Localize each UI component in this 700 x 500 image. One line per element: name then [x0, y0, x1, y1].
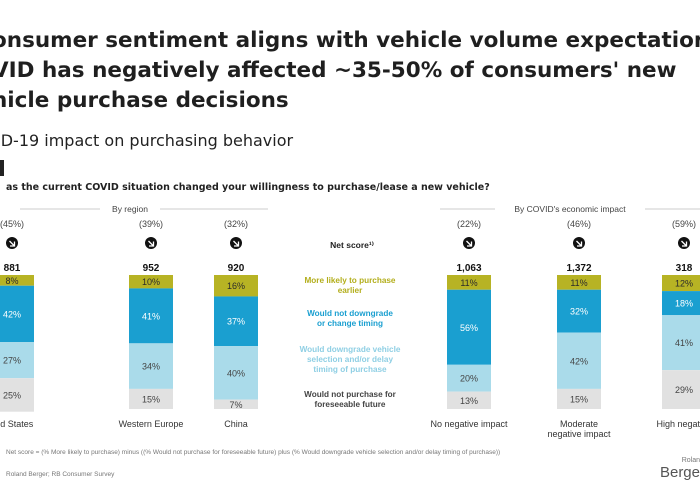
sample-size: 1,063 [456, 263, 481, 274]
net-score-value: (32%) [224, 219, 248, 229]
net-score-value: (39%) [139, 219, 163, 229]
down-arrow-glyph [466, 240, 473, 247]
sample-size: 952 [143, 263, 160, 274]
bar-segment [129, 275, 173, 289]
net-score-value: (22%) [457, 219, 481, 229]
category-label: China [224, 419, 248, 429]
sample-size: 318 [676, 263, 693, 274]
bar-value-label: 8% [5, 276, 18, 286]
title-line-3: hicle purchase decisions [0, 88, 289, 113]
bar-segment [129, 388, 173, 409]
bar-segment [447, 275, 491, 290]
bar-segment [557, 332, 601, 389]
legend-label: foreseeable future [315, 400, 386, 409]
bar-segment [447, 364, 491, 392]
bar-segment [662, 291, 700, 316]
bar-segment [557, 388, 601, 409]
bar-segment [214, 296, 258, 347]
brand-name: Berge [659, 464, 700, 481]
sample-size: 920 [228, 263, 245, 274]
legend-label: or change timing [317, 319, 383, 328]
down-arrow-glyph [576, 240, 583, 247]
survey-question: as the current COVID situation changed y… [6, 182, 490, 193]
category-label: negative impact [547, 429, 611, 439]
down-arrow-glyph [9, 240, 16, 247]
sample-size: 1,372 [566, 263, 591, 274]
group-label-region: By region [112, 204, 148, 214]
bar-segment [214, 399, 258, 409]
category-label: High negative [656, 419, 700, 429]
bar-segment [557, 289, 601, 333]
category-label: No negative impact [430, 419, 508, 429]
category-label: Western Europe [119, 419, 184, 429]
bar-value-label: 12% [675, 279, 693, 289]
bar-value-label: 40% [227, 368, 245, 378]
bar-value-label: 15% [570, 394, 588, 404]
legend-label: timing of purchase [313, 365, 387, 374]
net-score-value: (46%) [567, 219, 591, 229]
bar-value-label: 11% [570, 278, 587, 288]
title-line-2: VID has negatively affected ~35-50% of c… [0, 58, 677, 83]
bar-segment [0, 342, 34, 379]
net-score-value: (45%) [0, 219, 24, 229]
legend-label: selection and/or delay [307, 355, 393, 364]
legend-label: Would not downgrade [307, 309, 393, 318]
bar-segment [662, 370, 700, 409]
bar-value-label: 29% [675, 385, 693, 395]
net-score-value: (59%) [672, 219, 696, 229]
bar-segment [662, 275, 700, 292]
down-arrow-glyph [681, 240, 688, 247]
bar-value-label: 37% [227, 317, 245, 327]
brand-small: Rolan [681, 457, 700, 464]
legend-label: earlier [338, 286, 363, 295]
net-score-label: Net score¹⁾ [330, 240, 374, 250]
down-arrow-glyph [148, 240, 155, 247]
bar-segment [129, 343, 173, 389]
bar-segment [0, 285, 34, 342]
title-line-1: onsumer sentiment aligns with vehicle vo… [0, 28, 700, 53]
group-label-impact: By COVID's economic impact [514, 204, 626, 214]
bar-segment [0, 378, 34, 412]
category-label: ited States [0, 419, 34, 429]
bar-segment [214, 346, 258, 400]
bar-value-label: 11% [460, 278, 477, 288]
down-arrow-glyph [233, 240, 240, 247]
bar-value-label: 42% [570, 356, 588, 366]
bar-value-label: 7% [229, 400, 242, 410]
bar-segment [129, 288, 173, 344]
legend-label: More likely to purchase [304, 276, 395, 285]
bar-value-label: 32% [570, 307, 588, 317]
bar-segment [0, 275, 34, 286]
bar-value-label: 15% [142, 394, 160, 404]
bar-segment [447, 289, 491, 365]
bar-value-label: 41% [675, 338, 693, 348]
bar-segment [214, 275, 258, 297]
bar-value-label: 18% [675, 299, 693, 309]
bar-value-label: 13% [460, 396, 478, 406]
bar-value-label: 16% [227, 281, 245, 291]
accent-marker [0, 160, 4, 176]
bar-value-label: 20% [460, 374, 478, 384]
sample-size: 881 [4, 263, 21, 274]
bar-value-label: 25% [3, 390, 21, 400]
page-title: onsumer sentiment aligns with vehicle vo… [0, 26, 700, 116]
chart-subtitle: ID-19 impact on purchasing behavior [0, 131, 294, 150]
bar-value-label: 34% [142, 362, 160, 372]
footnote-source: Roland Berger; RB Consumer Survey [6, 471, 115, 478]
bar-segment [447, 391, 491, 409]
bar-value-label: 42% [3, 309, 21, 319]
legend-label: Would downgrade vehicle [300, 345, 401, 354]
bar-value-label: 56% [460, 323, 478, 333]
bar-segment [662, 315, 700, 371]
bar-segment [557, 275, 601, 290]
legend-label: Would not purchase for [304, 390, 397, 399]
bar-value-label: 41% [142, 311, 160, 321]
footnote-net-score: Net score = (% More likely to purchase) … [6, 449, 501, 456]
brand-logo: Rolan Berge [660, 457, 700, 480]
bar-value-label: 10% [142, 277, 160, 287]
category-label: Moderate [560, 419, 598, 429]
bar-value-label: 27% [3, 356, 21, 366]
